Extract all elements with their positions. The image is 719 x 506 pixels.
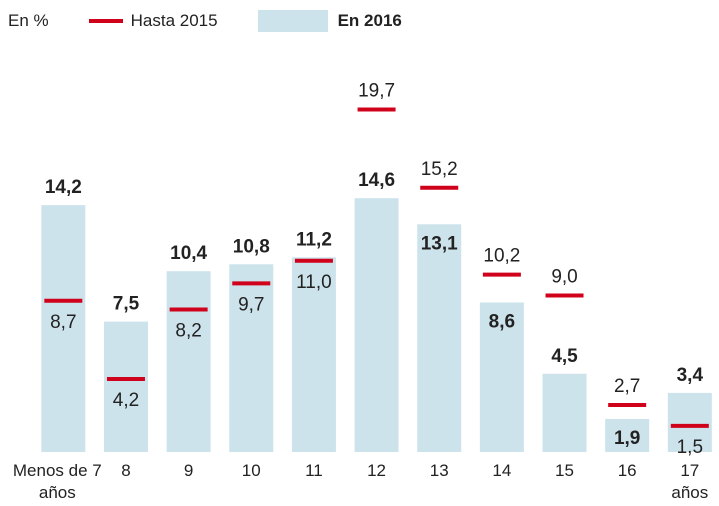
x-tick-label: 15: [555, 461, 574, 480]
bar: [41, 205, 86, 452]
x-tick-label: 17 años: [671, 461, 709, 502]
bar: [417, 224, 462, 452]
value-label: 13,1: [421, 233, 458, 254]
x-tick-label: 13: [429, 461, 449, 480]
value-label: 3,4: [677, 365, 704, 386]
bar: [479, 302, 524, 452]
legend-label: En 2016: [337, 11, 402, 30]
bar: [354, 198, 399, 452]
value-label: 9,7: [238, 294, 264, 315]
value-label: 11,2: [296, 229, 332, 250]
x-tick-label: 9: [183, 461, 194, 480]
x-tick-label: 16: [617, 461, 637, 480]
value-label: 10,8: [233, 236, 270, 257]
value-label: 4,2: [113, 390, 139, 411]
value-label: 8,2: [175, 320, 201, 341]
bar: [166, 271, 211, 452]
legend: En % Hasta 2015 En 2016: [8, 10, 402, 32]
value-label: 7,5: [113, 294, 140, 315]
legend-label: Hasta 2015: [130, 11, 218, 30]
bar: [229, 264, 274, 452]
x-tick-label: Menos de 7 años: [12, 461, 102, 502]
x-tick-label: 12: [367, 461, 387, 480]
legend-swatch: [257, 10, 328, 32]
value-label: 2,7: [614, 376, 640, 397]
value-label: 11,0: [296, 272, 332, 293]
value-label: 9,0: [551, 267, 577, 288]
bar: [542, 373, 587, 452]
value-label: 8,7: [50, 312, 76, 333]
value-label: 1,5: [677, 437, 703, 458]
bar: [605, 418, 650, 452]
x-tick-label: 10: [241, 461, 261, 480]
bar: [103, 321, 148, 452]
value-label: 10,2: [483, 246, 520, 267]
value-label: 1,9: [614, 428, 640, 449]
x-tick-label: 14: [492, 461, 512, 480]
bar: [667, 392, 712, 452]
legend-item: Hasta 2015: [88, 11, 218, 31]
bar: [291, 257, 336, 452]
x-tick-label: 8: [121, 461, 131, 480]
subtitle: En %: [8, 11, 49, 30]
value-label: 4,5: [551, 346, 578, 367]
value-label: 14,2: [45, 177, 82, 198]
legend-swatch: [88, 19, 123, 23]
x-tick-label: 11: [305, 461, 323, 480]
value-label: 10,4: [170, 243, 207, 264]
value-label: 8,6: [489, 312, 515, 333]
value-label: 19,7: [358, 81, 395, 102]
value-label: 14,6: [358, 170, 395, 191]
value-label: 15,2: [421, 159, 458, 180]
legend-item: En 2016: [257, 10, 402, 32]
